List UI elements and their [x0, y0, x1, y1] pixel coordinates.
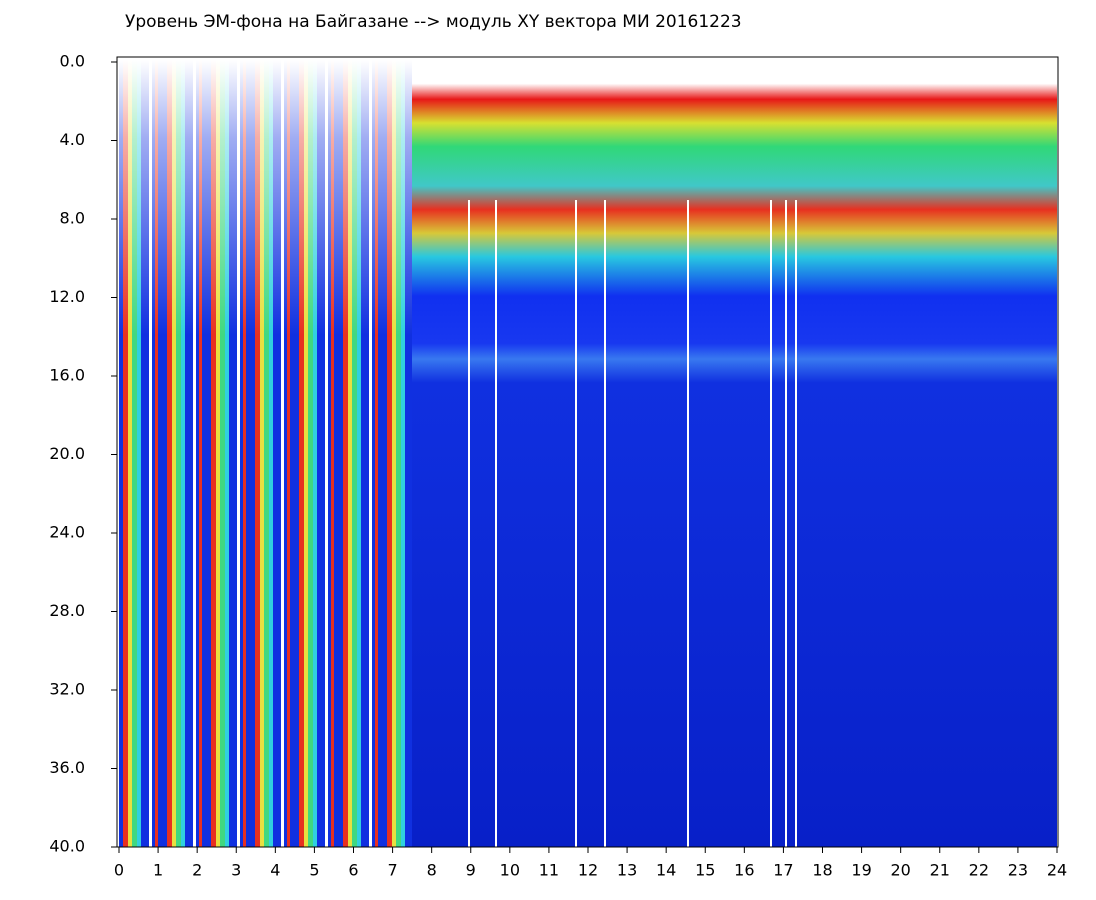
x-tick-label: 14	[656, 861, 676, 880]
x-tick-label: 9	[466, 861, 476, 880]
x-tick-label: 21	[930, 861, 950, 880]
x-tick-label: 20	[890, 861, 910, 880]
y-tick-label: 12.0	[49, 287, 85, 306]
x-tick-label: 24	[1047, 861, 1067, 880]
heatmap-image	[119, 60, 412, 847]
y-tick-label: 32.0	[49, 680, 85, 699]
x-tick-label: 17	[773, 861, 793, 880]
chart-title: Уровень ЭМ-фона на Байгазане --> модуль …	[125, 12, 742, 32]
x-tick-label: 8	[427, 861, 437, 880]
y-tick-label: 4.0	[60, 130, 85, 149]
x-tick-label: 7	[387, 861, 397, 880]
x-tick-label: 22	[969, 861, 989, 880]
y-tick-label: 20.0	[49, 444, 85, 463]
x-tick-label: 3	[231, 861, 241, 880]
x-tick-label: 15	[695, 861, 715, 880]
y-tick-label: 24.0	[49, 523, 85, 542]
x-tick-label: 0	[114, 861, 124, 880]
y-tick-label: 16.0	[49, 366, 85, 385]
x-tick-label: 4	[270, 861, 280, 880]
x-tick-label: 12	[578, 861, 598, 880]
y-tick-label: 28.0	[49, 601, 85, 620]
x-tick-label: 11	[539, 861, 559, 880]
x-tick-label: 5	[309, 861, 319, 880]
x-tick-label: 16	[734, 861, 754, 880]
x-tick-label: 10	[500, 861, 520, 880]
x-tick-label: 1	[153, 861, 163, 880]
x-tick-label: 6	[348, 861, 358, 880]
x-tick-label: 19	[851, 861, 871, 880]
y-tick-label: 36.0	[49, 758, 85, 777]
y-tick-label: 0.0	[60, 52, 85, 71]
heatmap-stripes	[468, 200, 797, 847]
x-tick-label: 18	[812, 861, 832, 880]
y-tick-label: 8.0	[60, 209, 85, 228]
y-tick-label: 40.0	[49, 837, 85, 856]
x-tick-label: 2	[192, 861, 202, 880]
x-tick-label: 23	[1008, 861, 1028, 880]
x-tick-label: 13	[617, 861, 637, 880]
